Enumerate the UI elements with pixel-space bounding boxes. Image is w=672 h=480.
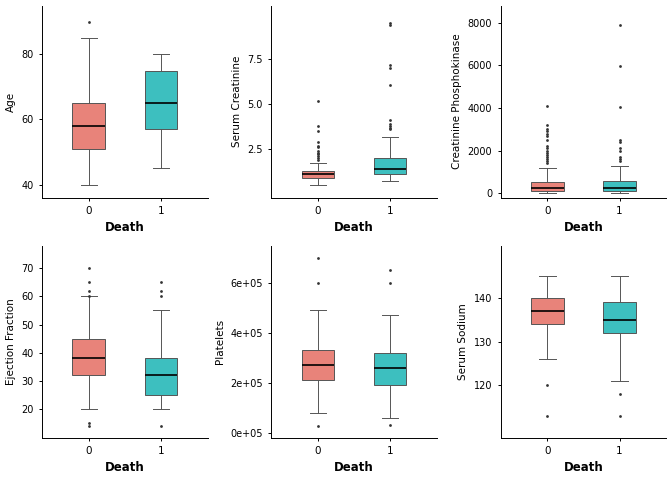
PathPatch shape	[603, 302, 636, 333]
X-axis label: Death: Death	[564, 461, 603, 474]
PathPatch shape	[302, 170, 334, 178]
PathPatch shape	[73, 103, 105, 149]
PathPatch shape	[302, 350, 334, 380]
PathPatch shape	[531, 298, 564, 324]
X-axis label: Death: Death	[334, 461, 374, 474]
X-axis label: Death: Death	[564, 221, 603, 234]
Y-axis label: Serum Creatinine: Serum Creatinine	[232, 56, 242, 147]
X-axis label: Death: Death	[105, 461, 144, 474]
PathPatch shape	[531, 182, 564, 191]
PathPatch shape	[374, 353, 407, 385]
PathPatch shape	[144, 359, 177, 395]
Y-axis label: Platelets: Platelets	[214, 319, 224, 364]
PathPatch shape	[603, 181, 636, 191]
Y-axis label: Creatinine Phosphokinase: Creatinine Phosphokinase	[452, 34, 462, 169]
PathPatch shape	[144, 71, 177, 129]
Y-axis label: Serum Sodium: Serum Sodium	[458, 303, 468, 380]
Y-axis label: Age: Age	[5, 92, 15, 112]
PathPatch shape	[374, 158, 407, 174]
Y-axis label: Ejection Fraction: Ejection Fraction	[5, 298, 15, 385]
PathPatch shape	[73, 339, 105, 375]
X-axis label: Death: Death	[334, 221, 374, 234]
X-axis label: Death: Death	[105, 221, 144, 234]
